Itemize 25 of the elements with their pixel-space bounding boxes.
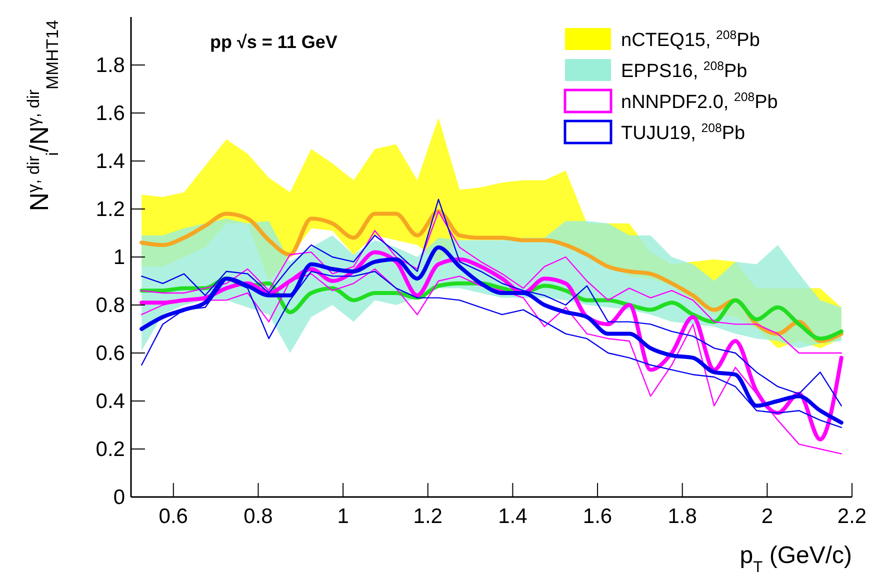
y-tick-label: 1.2	[96, 198, 125, 221]
x-tick-label: 0.8	[244, 505, 273, 528]
x-tick-label: 2	[761, 505, 774, 528]
x-tick-label: 1.8	[668, 505, 697, 528]
legend-label: TUJU19, $^{208}$Pb	[621, 121, 746, 144]
x-tick-label: 0.6	[158, 505, 188, 528]
x-tick-label: 1.2	[413, 505, 442, 528]
x-tick-label: 1.4	[498, 505, 528, 528]
legend-label: nCTEQ15, $^{208}$Pb	[621, 28, 760, 51]
y-tick-label: 0.4	[96, 390, 126, 413]
y-tick-label: 0.2	[96, 438, 125, 461]
y-tick-label: 1.4	[96, 150, 126, 173]
y-tick-label: 1.8	[96, 54, 125, 77]
y-tick-label: 0.8	[96, 294, 125, 317]
y-tick-label: 1.6	[96, 102, 125, 125]
annotation: pp √s = 11 GeV	[210, 32, 338, 52]
y-tick-label: 1	[113, 246, 125, 269]
x-tick-label: 1	[337, 505, 349, 528]
legend-label: EPPS16, $^{208}$Pb	[621, 59, 748, 82]
legend-label: nNNPDF2.0, $^{208}$Pb	[621, 90, 778, 113]
y-tick-label: 0.6	[96, 342, 125, 365]
y-tick-label: 0	[113, 486, 125, 509]
x-axis-title: p$_{T}$ (GeV/c)	[740, 542, 852, 575]
x-tick-label: 1.6	[582, 505, 612, 528]
x-tick-label: 2.2	[837, 505, 867, 528]
